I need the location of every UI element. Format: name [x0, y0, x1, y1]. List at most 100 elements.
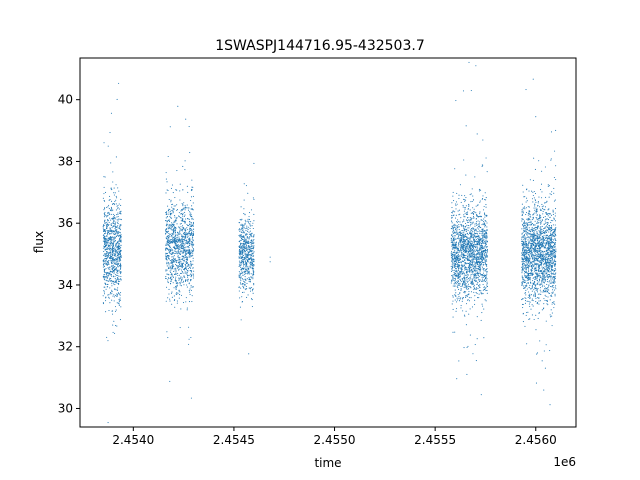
data-point [244, 276, 246, 278]
data-point [187, 209, 190, 211]
data-point [173, 287, 175, 289]
data-point [117, 212, 119, 214]
data-point [454, 274, 456, 276]
data-point [242, 285, 244, 287]
data-point [461, 237, 463, 239]
data-point [104, 260, 106, 262]
data-point [523, 261, 525, 263]
data-point [454, 331, 456, 333]
data-point [176, 248, 178, 250]
data-point [183, 231, 185, 234]
data-point [177, 267, 179, 269]
data-point [248, 277, 250, 279]
data-point [451, 220, 453, 222]
data-point [239, 236, 241, 238]
data-point [462, 246, 465, 249]
data-point [461, 266, 463, 269]
data-point [182, 259, 184, 262]
data-point [486, 237, 488, 239]
data-point [243, 227, 245, 229]
data-point [251, 236, 253, 238]
data-point [468, 263, 470, 266]
data-point [190, 289, 192, 291]
data-point [486, 278, 488, 280]
data-point [181, 214, 183, 216]
data-point [193, 275, 195, 277]
data-point [240, 277, 242, 279]
data-point [458, 265, 460, 267]
data-point [172, 275, 174, 277]
data-point [239, 278, 241, 280]
data-point [530, 235, 532, 237]
data-point [462, 297, 464, 299]
data-point [483, 242, 485, 244]
data-point [551, 325, 553, 327]
data-point [115, 195, 117, 197]
data-point [242, 247, 244, 249]
data-point [112, 230, 114, 233]
data-point [244, 238, 246, 240]
data-point [250, 262, 252, 264]
data-point [468, 259, 470, 262]
data-point [112, 243, 114, 245]
data-point [248, 238, 250, 240]
data-point [479, 236, 481, 238]
data-point [113, 219, 115, 221]
data-point [239, 306, 241, 308]
data-point [456, 266, 459, 268]
data-point [187, 229, 189, 231]
data-point [176, 189, 178, 191]
data-point [104, 240, 106, 242]
data-point [470, 212, 472, 214]
data-point [182, 262, 184, 265]
data-point [180, 285, 182, 287]
data-point [179, 245, 181, 247]
data-point [104, 222, 106, 224]
data-point [470, 250, 472, 252]
data-point [120, 275, 122, 278]
data-point [466, 373, 468, 376]
data-point [481, 234, 483, 236]
data-point [528, 212, 530, 214]
data-point [462, 310, 464, 312]
data-point [548, 240, 550, 242]
data-point [119, 294, 121, 296]
data-point [243, 246, 245, 248]
data-point [116, 325, 118, 327]
data-point [550, 259, 552, 262]
data-point [484, 261, 486, 263]
data-point [540, 237, 542, 239]
data-point [473, 254, 475, 256]
data-point [245, 252, 247, 254]
data-point [485, 240, 487, 242]
data-point [485, 247, 487, 249]
data-point [191, 189, 193, 191]
data-point [115, 221, 117, 223]
data-point [185, 234, 187, 236]
data-point [115, 243, 117, 245]
data-point [458, 251, 461, 253]
data-point [466, 277, 468, 279]
data-point [241, 296, 243, 298]
data-point [238, 250, 240, 252]
data-point [168, 266, 170, 268]
data-point [541, 309, 543, 311]
data-point [176, 293, 178, 295]
data-point [466, 294, 468, 296]
data-point [168, 198, 170, 201]
data-point [462, 240, 464, 243]
data-point [118, 293, 120, 295]
data-point [109, 267, 111, 269]
data-point [166, 181, 168, 183]
data-point [182, 220, 184, 222]
data-point [180, 276, 182, 278]
data-point [475, 292, 477, 294]
data-point [186, 246, 188, 248]
data-point [175, 189, 177, 191]
data-point [242, 267, 244, 270]
data-point [106, 236, 108, 238]
data-point [182, 243, 184, 245]
data-point [460, 297, 462, 299]
data-point [107, 252, 109, 254]
data-point [184, 263, 186, 265]
